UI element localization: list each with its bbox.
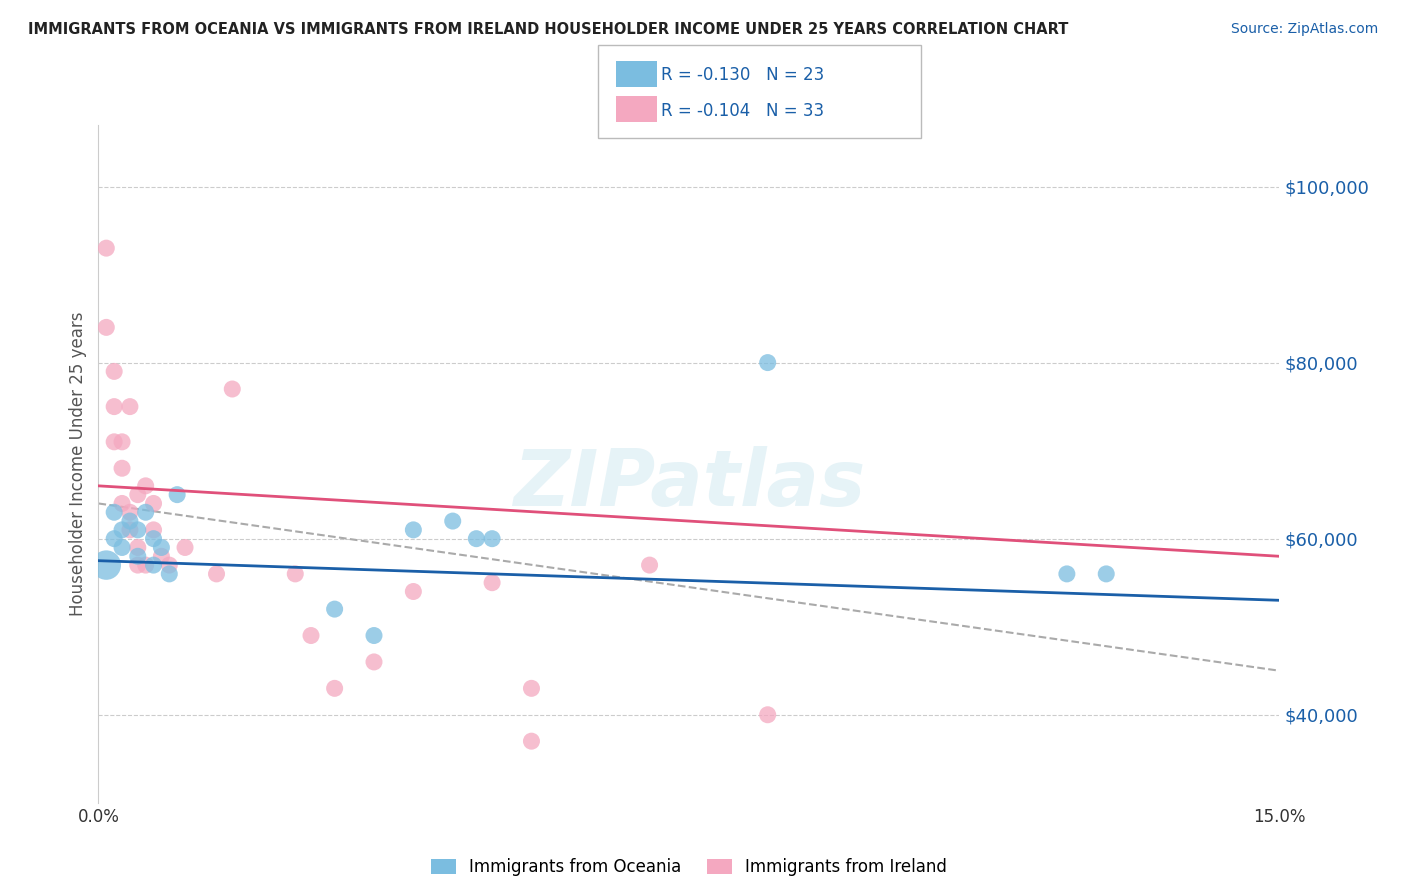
Text: R = -0.104   N = 33: R = -0.104 N = 33 <box>661 102 824 120</box>
Point <box>111 434 134 449</box>
Point <box>135 558 157 573</box>
Legend: Immigrants from Oceania, Immigrants from Ireland: Immigrants from Oceania, Immigrants from… <box>425 851 953 882</box>
Point <box>103 532 125 546</box>
Point <box>118 505 141 519</box>
Point <box>363 628 385 642</box>
Point <box>127 558 149 573</box>
Point <box>103 400 125 414</box>
Point <box>150 549 173 564</box>
Point <box>111 461 134 475</box>
Point <box>127 523 149 537</box>
Point <box>284 566 307 581</box>
Point <box>402 584 425 599</box>
Point <box>103 434 125 449</box>
Point <box>103 505 125 519</box>
Point <box>142 523 165 537</box>
Point <box>465 532 488 546</box>
Point <box>441 514 464 528</box>
Text: ZIPatlas: ZIPatlas <box>513 446 865 522</box>
Point <box>135 505 157 519</box>
Point <box>323 602 346 616</box>
Point <box>756 355 779 369</box>
Point <box>127 488 149 502</box>
Point <box>96 320 118 334</box>
Point <box>96 558 118 573</box>
Point <box>135 479 157 493</box>
Point <box>118 514 141 528</box>
Point <box>111 496 134 510</box>
Point <box>756 707 779 722</box>
Point <box>111 541 134 555</box>
Point <box>363 655 385 669</box>
Point <box>520 681 543 696</box>
Point <box>299 628 322 642</box>
Point <box>142 558 165 573</box>
Point <box>520 734 543 748</box>
Point <box>157 558 180 573</box>
Point <box>142 532 165 546</box>
Point <box>142 496 165 510</box>
Point <box>118 400 141 414</box>
Point <box>323 681 346 696</box>
Point <box>1095 566 1118 581</box>
Point <box>150 541 173 555</box>
Point <box>157 566 180 581</box>
Point <box>481 575 503 590</box>
Text: IMMIGRANTS FROM OCEANIA VS IMMIGRANTS FROM IRELAND HOUSEHOLDER INCOME UNDER 25 Y: IMMIGRANTS FROM OCEANIA VS IMMIGRANTS FR… <box>28 22 1069 37</box>
Point <box>221 382 243 396</box>
Point <box>174 541 197 555</box>
Point <box>1056 566 1078 581</box>
Point <box>111 523 134 537</box>
Point <box>103 364 125 378</box>
Text: Source: ZipAtlas.com: Source: ZipAtlas.com <box>1230 22 1378 37</box>
Point <box>205 566 228 581</box>
Point <box>127 549 149 564</box>
Point <box>96 241 118 255</box>
Y-axis label: Householder Income Under 25 years: Householder Income Under 25 years <box>69 311 87 616</box>
Point <box>127 541 149 555</box>
Point <box>118 523 141 537</box>
Point <box>638 558 661 573</box>
Point <box>481 532 503 546</box>
Point <box>166 488 188 502</box>
Text: R = -0.130   N = 23: R = -0.130 N = 23 <box>661 66 824 84</box>
Point <box>402 523 425 537</box>
